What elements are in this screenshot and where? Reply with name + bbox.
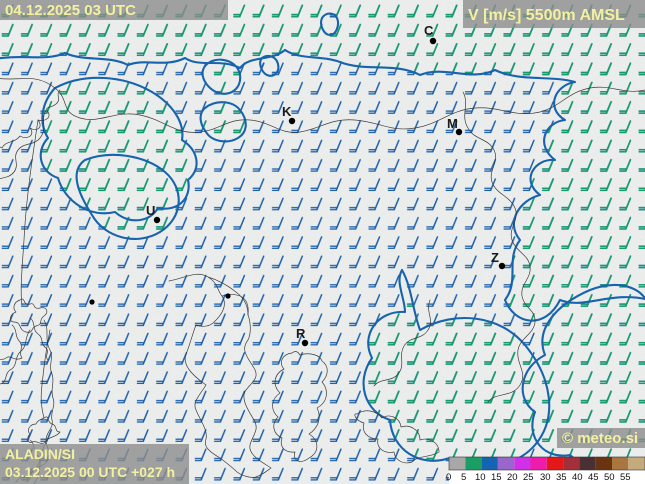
svg-text:Z: Z bbox=[491, 250, 499, 265]
svg-text:© meteo.si: © meteo.si bbox=[562, 430, 638, 447]
svg-text:55: 55 bbox=[620, 472, 631, 483]
svg-text:M: M bbox=[447, 116, 458, 131]
svg-text:20: 20 bbox=[507, 472, 518, 483]
svg-text:C: C bbox=[424, 23, 434, 38]
svg-text:5: 5 bbox=[461, 472, 466, 483]
svg-text:45: 45 bbox=[588, 472, 599, 483]
svg-text:30: 30 bbox=[540, 472, 551, 483]
svg-text:ALADIN/SI: ALADIN/SI bbox=[5, 446, 75, 462]
svg-text:V [m/s] 5500m AMSL: V [m/s] 5500m AMSL bbox=[468, 7, 625, 24]
svg-text:35: 35 bbox=[556, 472, 567, 483]
svg-text:R: R bbox=[296, 326, 306, 341]
svg-text:K: K bbox=[282, 104, 292, 119]
svg-text:U: U bbox=[146, 203, 155, 218]
svg-text:10: 10 bbox=[475, 472, 486, 483]
svg-text:15: 15 bbox=[491, 472, 502, 483]
svg-text:25: 25 bbox=[523, 472, 534, 483]
svg-text:40: 40 bbox=[572, 472, 583, 483]
svg-text:04.12.2025 03 UTC: 04.12.2025 03 UTC bbox=[5, 2, 136, 19]
svg-text:03.12.2025 00 UTC +027 h: 03.12.2025 00 UTC +027 h bbox=[5, 464, 175, 480]
svg-text:0: 0 bbox=[446, 472, 451, 483]
svg-text:50: 50 bbox=[604, 472, 615, 483]
